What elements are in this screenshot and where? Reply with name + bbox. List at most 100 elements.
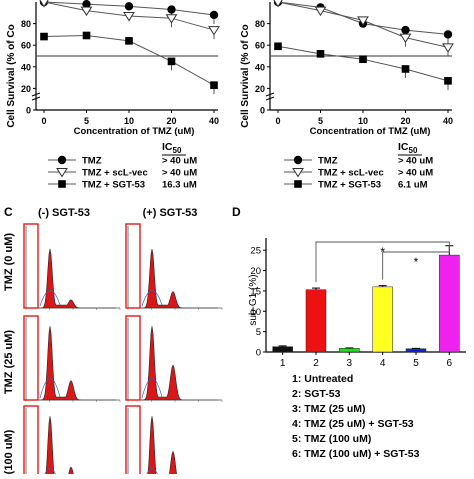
legend-ic50-value: > 40 uM bbox=[162, 168, 197, 179]
bar-6 bbox=[439, 254, 460, 353]
bar-5 bbox=[405, 348, 427, 353]
data-point-0-4 bbox=[209, 10, 219, 20]
hist-fit-curve bbox=[39, 290, 61, 307]
data-point-0-1 bbox=[82, 0, 91, 9]
d-y-tick-label: 10 bbox=[250, 307, 261, 318]
y-tick-label: 40 bbox=[255, 62, 265, 72]
panel-b-legend-header: IC50 bbox=[398, 141, 418, 155]
panel-c-flow-histograms: C (-) SGT-53 (+) SGT-53 TMZ (0 uM) TMZ (… bbox=[3, 205, 223, 479]
d-y-tick-label: 25 bbox=[250, 246, 261, 257]
panel-b-legend-rows: TMZ > 40 uM TMZ + scL-vec > 40 uM TMZ + SGT-… bbox=[284, 156, 433, 191]
panel-c-label: C bbox=[4, 205, 13, 219]
legend-ic50-value: 16.3 uM bbox=[162, 180, 197, 191]
y-tick-label: 60 bbox=[255, 41, 265, 51]
d-y-tick-label: 5 bbox=[256, 327, 261, 338]
bar-3 bbox=[339, 348, 360, 353]
y-tick-label: 80 bbox=[21, 19, 31, 29]
panel-a-legend-header: IC50 bbox=[162, 141, 182, 155]
bar-4 bbox=[372, 286, 393, 353]
histogram-0-0 bbox=[23, 223, 121, 310]
data-point-2-4 bbox=[444, 77, 452, 85]
legend-series-name: TMZ bbox=[318, 156, 338, 167]
sub-g1-gate-box bbox=[125, 405, 141, 479]
y-tick-label: 0 bbox=[26, 106, 31, 116]
histogram-0-1 bbox=[125, 223, 223, 310]
panel-a-legend-rows: TMZ > 40 uM TMZ + scL-vec > 40 uM TMZ + SGT-… bbox=[48, 156, 197, 191]
sub-g1-gate-box bbox=[125, 223, 141, 309]
significance-star: * bbox=[414, 255, 419, 269]
data-point-1-2 bbox=[123, 12, 135, 22]
panel-c-col-label-minus: (-) SGT-53 bbox=[38, 207, 90, 219]
data-point-2-1 bbox=[316, 50, 325, 58]
panel-d-label: D bbox=[232, 205, 241, 219]
data-point-2-0 bbox=[274, 42, 282, 51]
data-point-2-3 bbox=[167, 57, 176, 66]
data-point-1-3 bbox=[165, 14, 178, 24]
data-point-0-3 bbox=[167, 5, 176, 14]
data-point-1-1 bbox=[80, 6, 93, 17]
significance-bracket bbox=[382, 241, 450, 280]
legend-series-name: TMZ + SGT-53 bbox=[318, 180, 381, 191]
sub-g1-gate-box bbox=[23, 405, 39, 479]
data-point-1-4 bbox=[208, 26, 220, 36]
y-tick-label: 0 bbox=[260, 106, 265, 116]
d-x-tick-label: 6 bbox=[447, 358, 453, 369]
legend-marker-2 bbox=[294, 180, 302, 188]
legend-marker-1 bbox=[56, 168, 68, 178]
legend-marker-2 bbox=[58, 180, 66, 188]
y-tick-label: 60 bbox=[21, 41, 31, 51]
data-point-0-4 bbox=[443, 30, 453, 39]
panel-c-row-label-100: (100 uM) bbox=[3, 429, 15, 474]
x-tick-label: 20 bbox=[166, 116, 176, 126]
x-tick-label: 5 bbox=[84, 116, 89, 126]
legend-ic50-value: > 40 uM bbox=[398, 156, 433, 167]
data-point-2-1 bbox=[82, 31, 91, 40]
y-axis-break bbox=[265, 92, 275, 101]
y-tick-label: 20 bbox=[21, 84, 31, 94]
x-tick-label: 40 bbox=[443, 116, 453, 126]
data-point-0-2 bbox=[124, 2, 134, 11]
legend-series-name: TMZ + scL-vec bbox=[82, 168, 148, 179]
x-tick-label: 0 bbox=[275, 116, 280, 126]
panel-b-plot-area: 0 20 40 60 80 0 5 10 20 40 bbox=[255, 0, 454, 126]
hist-fit-curve bbox=[144, 468, 160, 479]
x-tick-label: 40 bbox=[209, 116, 219, 126]
panel-b-ylabel: Cell Survival (% of Co bbox=[240, 24, 251, 127]
hist-fit-curve bbox=[141, 290, 163, 307]
histogram-2-1 bbox=[125, 405, 178, 479]
legend-ic50-value: > 40 uM bbox=[398, 168, 433, 179]
panel-c-row-label-0: TMZ (0 uM) bbox=[3, 233, 15, 291]
y-axis-break bbox=[31, 92, 41, 101]
hist-fit-curve bbox=[42, 468, 58, 479]
histogram-2-0 bbox=[23, 405, 75, 479]
x-tick-label: 5 bbox=[318, 116, 323, 126]
histogram-1-0 bbox=[23, 315, 121, 402]
hist-peaks bbox=[28, 326, 116, 401]
data-point-1-0 bbox=[273, 0, 283, 8]
d-y-tick-label: 0 bbox=[256, 348, 261, 359]
data-point-2-4 bbox=[210, 81, 218, 89]
panel-a-xlabel: Concentration of TMZ (uM) bbox=[74, 126, 195, 137]
panel-b-xlabel: Concentration of TMZ (uM) bbox=[310, 126, 431, 137]
histogram-1-1 bbox=[125, 315, 223, 402]
sub-g1-gate-box bbox=[23, 223, 39, 309]
panel-a-legend: IC50 TMZ > 40 uM TMZ + scL-vec > 40 uM TMZ +… bbox=[48, 141, 197, 191]
legend-series-name: TMZ + scL-vec bbox=[318, 168, 384, 179]
panel-b-survival-chart: Cell Survival (% of Co 0 20 40 60 80 0 5 10 20 40… bbox=[240, 0, 454, 191]
panel-c-col-label-plus: (+) SGT-53 bbox=[143, 207, 198, 219]
y-tick-label: 80 bbox=[255, 19, 265, 29]
sub-g1-gate-box bbox=[125, 315, 141, 401]
legend-item-1: 1: Untreated bbox=[292, 373, 353, 385]
series-group bbox=[39, 0, 220, 95]
hist-fit-curve bbox=[39, 378, 61, 399]
data-point-0-3 bbox=[401, 25, 410, 35]
d-x-tick-label: 2 bbox=[313, 358, 319, 369]
data-point-2-2 bbox=[359, 55, 367, 64]
hist-peaks bbox=[147, 416, 178, 479]
legend-item-6: 6: TMZ (100 uM) + SGT-53 bbox=[292, 448, 420, 460]
d-x-tick-label: 3 bbox=[347, 358, 353, 369]
y-tick-label: 20 bbox=[255, 84, 265, 94]
panel-b-legend: IC50 TMZ > 40 uM TMZ + scL-vec > 40 uM TMZ +… bbox=[284, 141, 433, 191]
